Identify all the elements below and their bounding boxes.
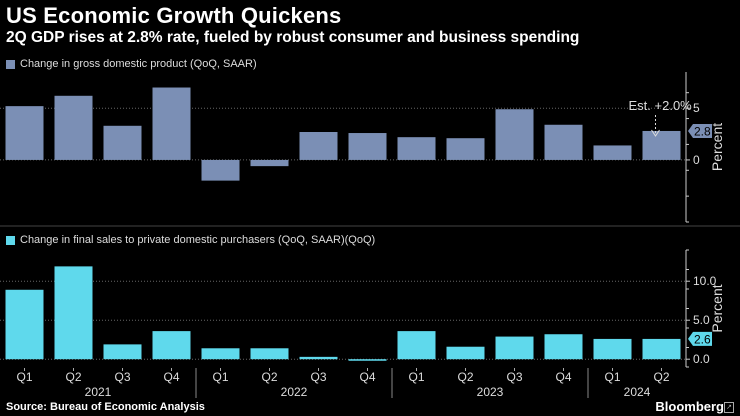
- bottom-y-tick-label: 0.0: [693, 352, 710, 366]
- top-bar: [103, 125, 142, 160]
- x-tick-label: Q1: [212, 370, 228, 384]
- top-bar: [299, 132, 338, 160]
- x-tick-label: Q2: [65, 370, 81, 384]
- bottom-bar: [593, 338, 632, 360]
- x-year-label: 2022: [281, 385, 308, 399]
- x-tick-label: Q2: [457, 370, 473, 384]
- bottom-bar: [152, 331, 191, 360]
- legend-top-label: Change in gross domestic product (QoQ, S…: [20, 58, 257, 70]
- bottom-bar: [250, 348, 289, 360]
- bottom-bar: [299, 356, 338, 360]
- x-tick-label: Q4: [555, 370, 571, 384]
- estimate-arrow-head: [651, 129, 660, 137]
- legend-top: Change in gross domestic product (QoQ, S…: [6, 58, 257, 70]
- bottom-value-badge-label: 2.6: [694, 332, 711, 346]
- top-bar: [348, 133, 387, 160]
- top-bar: [593, 145, 632, 160]
- top-y-tick-label: 5: [693, 101, 700, 115]
- bottom-y-tick-label: 10.0: [693, 274, 717, 288]
- brand-icon: ↗: [724, 402, 734, 413]
- top-value-badge-label: 2.8: [694, 124, 711, 138]
- top-value-badge: [688, 123, 712, 138]
- bottom-value-badge: [688, 331, 712, 346]
- legend-top-swatch: [6, 59, 15, 69]
- top-bar: [495, 109, 534, 160]
- estimate-annotation: Est. +2.0%: [629, 98, 693, 113]
- x-tick-label: Q1: [408, 370, 424, 384]
- x-tick-label: Q2: [653, 370, 669, 384]
- chart-subtitle: 2Q GDP rises at 2.8% rate, fueled by rob…: [6, 29, 580, 46]
- source-note: Source: Bureau of Economic Analysis: [6, 401, 205, 413]
- brand-logo: Bloomberg: [655, 399, 724, 414]
- x-tick-label: Q4: [359, 370, 375, 384]
- legend-bottom-label: Change in final sales to private domesti…: [20, 234, 376, 246]
- top-bar: [250, 159, 289, 167]
- x-year-label: 2021: [85, 385, 112, 399]
- x-tick-label: Q1: [604, 370, 620, 384]
- top-y-tick-label: 0: [693, 153, 700, 167]
- x-tick-label: Q2: [261, 370, 277, 384]
- bottom-bar: [5, 289, 44, 360]
- x-tick-label: Q4: [163, 370, 179, 384]
- bottom-y-tick-label: 5.0: [693, 313, 710, 327]
- top-bar: [152, 87, 191, 160]
- top-bar: [54, 95, 93, 160]
- bottom-bar: [495, 336, 534, 360]
- bottom-bar: [544, 334, 583, 360]
- bottom-bar: [397, 331, 436, 360]
- x-tick-label: Q1: [16, 370, 32, 384]
- x-year-label: 2023: [477, 385, 504, 399]
- bottom-bar: [348, 359, 387, 361]
- bottom-bar: [103, 344, 142, 360]
- top-bar: [201, 159, 240, 181]
- bottom-y-axis-title: Percent: [709, 284, 725, 332]
- legend-bottom-swatch: [6, 235, 15, 245]
- bottom-bar: [201, 348, 240, 360]
- top-bar: [544, 124, 583, 160]
- top-bar: [5, 106, 44, 160]
- bottom-bar: [446, 346, 485, 360]
- top-bar: [446, 138, 485, 160]
- top-y-axis-title: Percent: [709, 123, 725, 171]
- bottom-bar: [54, 266, 93, 360]
- x-tick-label: Q3: [114, 370, 130, 384]
- top-bar: [397, 137, 436, 160]
- chart-title: US Economic Growth Quickens: [6, 3, 342, 28]
- legend-bottom: Change in final sales to private domesti…: [6, 234, 375, 246]
- x-tick-label: Q3: [310, 370, 326, 384]
- x-tick-label: Q3: [506, 370, 522, 384]
- top-bar: [642, 130, 681, 160]
- x-year-label: 2024: [624, 385, 651, 399]
- bottom-bar: [642, 338, 681, 360]
